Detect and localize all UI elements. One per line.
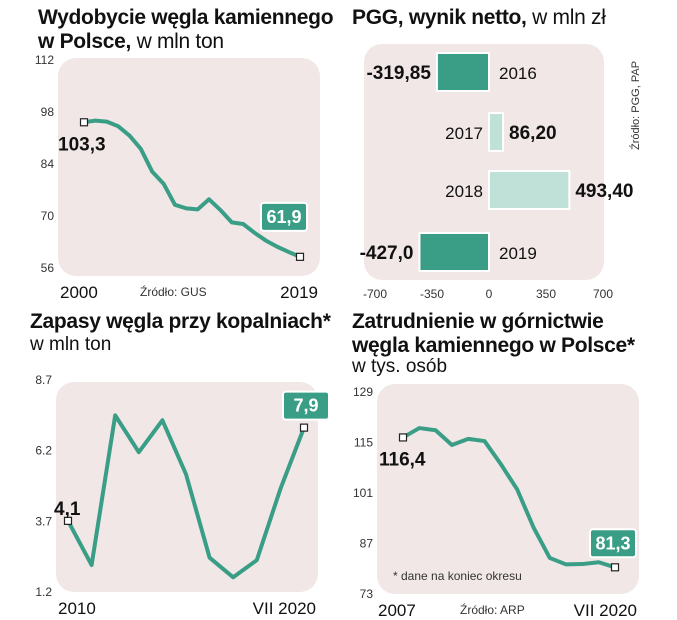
chart2-value-label: 86,20 [509,123,557,144]
chart2-bar-2016 [435,52,491,92]
chart2-xtick: -700 [363,287,387,301]
chart2-bar-2018 [488,170,571,210]
chart3-x-start: 2010 [58,599,96,618]
chart4-footnote: * dane na koniec okresu [393,569,522,583]
chart1-x-start: 2000 [60,283,98,302]
chart3-unit: w mln ton [30,334,112,355]
chart4-last-badge [589,528,637,559]
chart2-plot-bg [364,44,604,280]
chart1-ytick: 98 [41,105,55,119]
chart3-last-label: 7,9 [293,396,318,416]
chart3-title: Zapasy węgla przy kopalniach* [30,310,331,333]
chart2-value-label: 493,40 [575,181,633,202]
chart2-xtick: 350 [536,287,556,301]
chart1-x-end: 2019 [280,283,318,302]
chart2-category-label: 2016 [499,64,537,83]
chart1-ytick: 84 [41,157,55,171]
chart2-category-label: 2017 [445,124,483,143]
chart3-last-marker [299,423,309,432]
chart4-ytick: 87 [360,537,374,551]
chart1-last-marker [295,252,305,261]
chart1-ytick: 112 [35,53,54,67]
chart4-title: Zatrudnienie w górnictwie węgla kamienne… [352,310,635,357]
chart4-first-label: 116,4 [379,449,426,470]
chart3-x-end: VII 2020 [253,599,316,618]
chart2-bar-2017 [488,112,505,152]
chart4-last-label: 81,3 [595,533,630,553]
chart2-category-label: 2018 [445,182,483,201]
chart2-source: Źródło: PGG, PAP [630,60,642,150]
chart1-source: Źródło: GUS [140,284,207,299]
chart3-last-badge [282,390,330,421]
chart1-title: Wydobycie węgla kamiennego w Polsce, w m… [38,6,334,53]
chart4-x-end: VII 2020 [574,601,637,620]
chart4-ytick: 129 [353,385,373,399]
chart3-plot-bg [56,382,318,592]
chart1-ytick: 56 [41,261,55,275]
chart4-source: Źródło: ARP [460,602,525,617]
chart2-value-label: -319,85 [366,63,431,84]
chart1-first-marker [79,118,89,127]
chart1-last-label: 61,9 [266,207,301,227]
chart4-series-line [401,426,617,570]
chart4-x-start: 2007 [378,601,416,620]
chart3-series-line [66,413,306,580]
chart1-plot-bg [58,58,320,276]
chart4-first-marker [398,433,408,442]
chart3-first-marker [63,516,73,525]
chart3-ytick: 1.2 [35,585,52,599]
chart4-ytick: 101 [353,486,373,500]
chart3-ytick: 3.7 [35,514,52,528]
chart4-unit: w tys. osób [352,356,448,377]
chart1-ytick: 70 [41,209,55,223]
chart2-category-label: 2019 [499,244,537,263]
chart1-first-label: 103,3 [58,134,106,155]
chart2-bar-2019 [418,232,490,272]
chart3-first-label: 4,1 [54,499,81,520]
chart2-title: PGG, wynik netto, w mln zł [352,6,606,29]
chart2-xtick: 700 [593,287,613,301]
chart1-last-badge [260,201,308,232]
chart2-xtick: -350 [420,287,444,301]
chart4-ytick: 73 [360,587,374,601]
chart2-value-label: -427,0 [360,243,414,264]
chart4-last-marker [610,563,620,572]
chart3-ytick: 6.2 [35,444,52,458]
chart2-xtick: 0 [486,287,493,301]
chart3-ytick: 8.7 [35,373,52,387]
chart4-ytick: 115 [354,436,373,450]
chart1-series-line [82,118,302,259]
